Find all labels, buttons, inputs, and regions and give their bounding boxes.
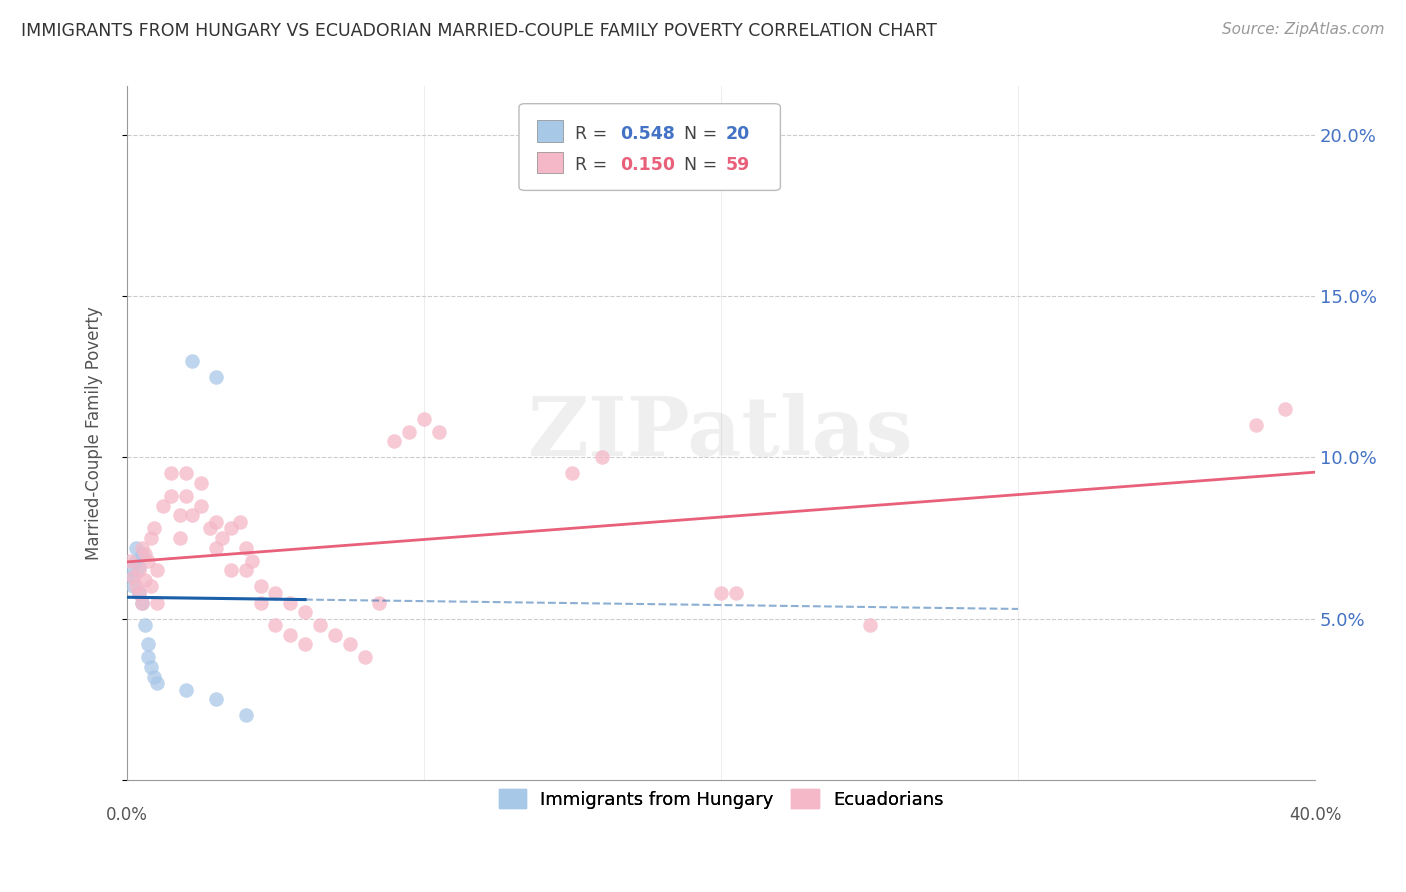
Text: N =: N = — [673, 156, 723, 175]
Point — [160, 489, 183, 503]
Point — [339, 637, 361, 651]
Point — [139, 660, 162, 674]
Point — [134, 547, 156, 561]
Point — [142, 670, 165, 684]
Point — [724, 586, 747, 600]
Point — [145, 676, 167, 690]
Point — [249, 595, 271, 609]
Point — [710, 586, 733, 600]
Point — [368, 595, 391, 609]
Point — [427, 425, 450, 439]
Point — [858, 618, 880, 632]
Point — [198, 521, 221, 535]
Point — [176, 489, 198, 503]
Point — [211, 531, 233, 545]
Text: ZIPatlas: ZIPatlas — [529, 393, 914, 473]
Point — [219, 563, 242, 577]
Text: 0.150: 0.150 — [620, 156, 675, 175]
Point — [121, 570, 143, 584]
Point — [125, 553, 148, 567]
Point — [235, 708, 257, 723]
Point — [136, 637, 159, 651]
Bar — [537, 152, 562, 173]
Point — [131, 547, 153, 561]
Point — [1274, 401, 1296, 416]
Point — [205, 692, 228, 706]
Point — [145, 563, 167, 577]
Point — [205, 541, 228, 555]
Point — [152, 499, 174, 513]
Point — [128, 586, 150, 600]
Point — [131, 595, 153, 609]
Text: Source: ZipAtlas.com: Source: ZipAtlas.com — [1222, 22, 1385, 37]
Point — [398, 425, 420, 439]
Point — [1244, 418, 1267, 433]
Point — [205, 515, 228, 529]
Point — [142, 521, 165, 535]
Point — [353, 650, 375, 665]
Point — [139, 579, 162, 593]
Point — [160, 467, 183, 481]
Point — [309, 618, 332, 632]
Point — [139, 531, 162, 545]
Point — [278, 628, 301, 642]
Point — [205, 369, 228, 384]
Point — [131, 595, 153, 609]
Point — [125, 579, 148, 593]
Point — [190, 476, 212, 491]
Text: 0.0%: 0.0% — [105, 805, 148, 823]
Point — [235, 541, 257, 555]
Point — [136, 650, 159, 665]
FancyBboxPatch shape — [519, 103, 780, 190]
Point — [169, 508, 191, 523]
Text: 40.0%: 40.0% — [1289, 805, 1341, 823]
Point — [561, 467, 583, 481]
Point — [131, 541, 153, 555]
Text: 20: 20 — [725, 125, 749, 144]
Point — [176, 467, 198, 481]
Point — [145, 595, 167, 609]
Point — [240, 553, 263, 567]
Point — [181, 508, 204, 523]
Point — [128, 586, 150, 600]
Point — [176, 682, 198, 697]
Y-axis label: Married-Couple Family Poverty: Married-Couple Family Poverty — [86, 306, 103, 560]
Point — [121, 579, 143, 593]
Point — [128, 560, 150, 574]
Point — [294, 605, 316, 619]
Point — [125, 541, 148, 555]
Point — [219, 521, 242, 535]
Point — [229, 515, 252, 529]
Point — [413, 411, 436, 425]
Point — [134, 573, 156, 587]
Point — [169, 531, 191, 545]
Point — [121, 570, 143, 584]
Text: N =: N = — [673, 125, 723, 144]
Point — [181, 353, 204, 368]
Point — [591, 450, 613, 465]
Text: R =: R = — [575, 156, 613, 175]
Point — [136, 553, 159, 567]
Point — [235, 563, 257, 577]
Point — [249, 579, 271, 593]
Point — [190, 499, 212, 513]
Text: IMMIGRANTS FROM HUNGARY VS ECUADORIAN MARRIED-COUPLE FAMILY POVERTY CORRELATION : IMMIGRANTS FROM HUNGARY VS ECUADORIAN MA… — [21, 22, 936, 40]
Point — [128, 563, 150, 577]
Point — [278, 595, 301, 609]
Point — [294, 637, 316, 651]
Text: 59: 59 — [725, 156, 749, 175]
Bar — [537, 120, 562, 142]
Point — [134, 618, 156, 632]
Text: R =: R = — [575, 125, 613, 144]
Point — [382, 434, 405, 449]
Legend: Immigrants from Hungary, Ecuadorians: Immigrants from Hungary, Ecuadorians — [491, 782, 950, 816]
Point — [118, 553, 141, 567]
Point — [264, 618, 287, 632]
Point — [323, 628, 346, 642]
Text: 0.548: 0.548 — [620, 125, 675, 144]
Point — [264, 586, 287, 600]
Point — [118, 563, 141, 577]
